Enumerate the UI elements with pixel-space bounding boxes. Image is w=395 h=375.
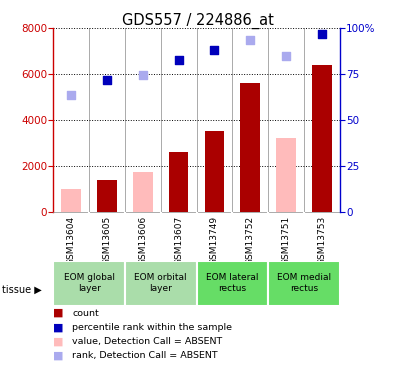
- Text: ■: ■: [53, 308, 64, 318]
- Point: [211, 47, 218, 53]
- Point: [247, 37, 253, 43]
- Text: EOM orbital
layer: EOM orbital layer: [134, 273, 187, 293]
- Bar: [312, 65, 332, 212]
- Point: [68, 92, 74, 98]
- Text: GSM13752: GSM13752: [246, 216, 255, 265]
- Bar: [197, 261, 268, 306]
- Bar: [169, 152, 188, 212]
- Point: [175, 57, 182, 63]
- Text: value, Detection Call = ABSENT: value, Detection Call = ABSENT: [72, 337, 222, 346]
- Text: rank, Detection Call = ABSENT: rank, Detection Call = ABSENT: [72, 351, 218, 360]
- Point: [319, 31, 325, 37]
- Bar: [241, 83, 260, 212]
- Text: GSM13606: GSM13606: [138, 216, 147, 265]
- Text: GSM13605: GSM13605: [103, 216, 111, 265]
- Bar: [125, 261, 197, 306]
- Text: GDS557 / 224886_at: GDS557 / 224886_at: [122, 13, 273, 29]
- Text: GSM13753: GSM13753: [317, 216, 326, 265]
- Text: count: count: [72, 309, 99, 318]
- Bar: [205, 132, 224, 212]
- Text: percentile rank within the sample: percentile rank within the sample: [72, 323, 232, 332]
- Bar: [268, 261, 340, 306]
- Text: GSM13751: GSM13751: [282, 216, 290, 265]
- Text: GSM13604: GSM13604: [67, 216, 76, 265]
- Text: EOM medial
rectus: EOM medial rectus: [277, 273, 331, 293]
- Bar: [61, 189, 81, 212]
- Text: tissue ▶: tissue ▶: [2, 285, 42, 294]
- Text: EOM global
layer: EOM global layer: [64, 273, 115, 293]
- Text: GSM13749: GSM13749: [210, 216, 219, 265]
- Bar: [53, 261, 125, 306]
- Bar: [276, 138, 296, 212]
- Text: ■: ■: [53, 337, 64, 346]
- Text: GSM13607: GSM13607: [174, 216, 183, 265]
- Text: ■: ■: [53, 351, 64, 361]
- Point: [104, 77, 110, 83]
- Text: EOM lateral
rectus: EOM lateral rectus: [206, 273, 259, 293]
- Point: [283, 53, 289, 59]
- Text: ■: ■: [53, 322, 64, 332]
- Bar: [133, 172, 152, 212]
- Bar: [97, 180, 117, 212]
- Point: [140, 72, 146, 78]
